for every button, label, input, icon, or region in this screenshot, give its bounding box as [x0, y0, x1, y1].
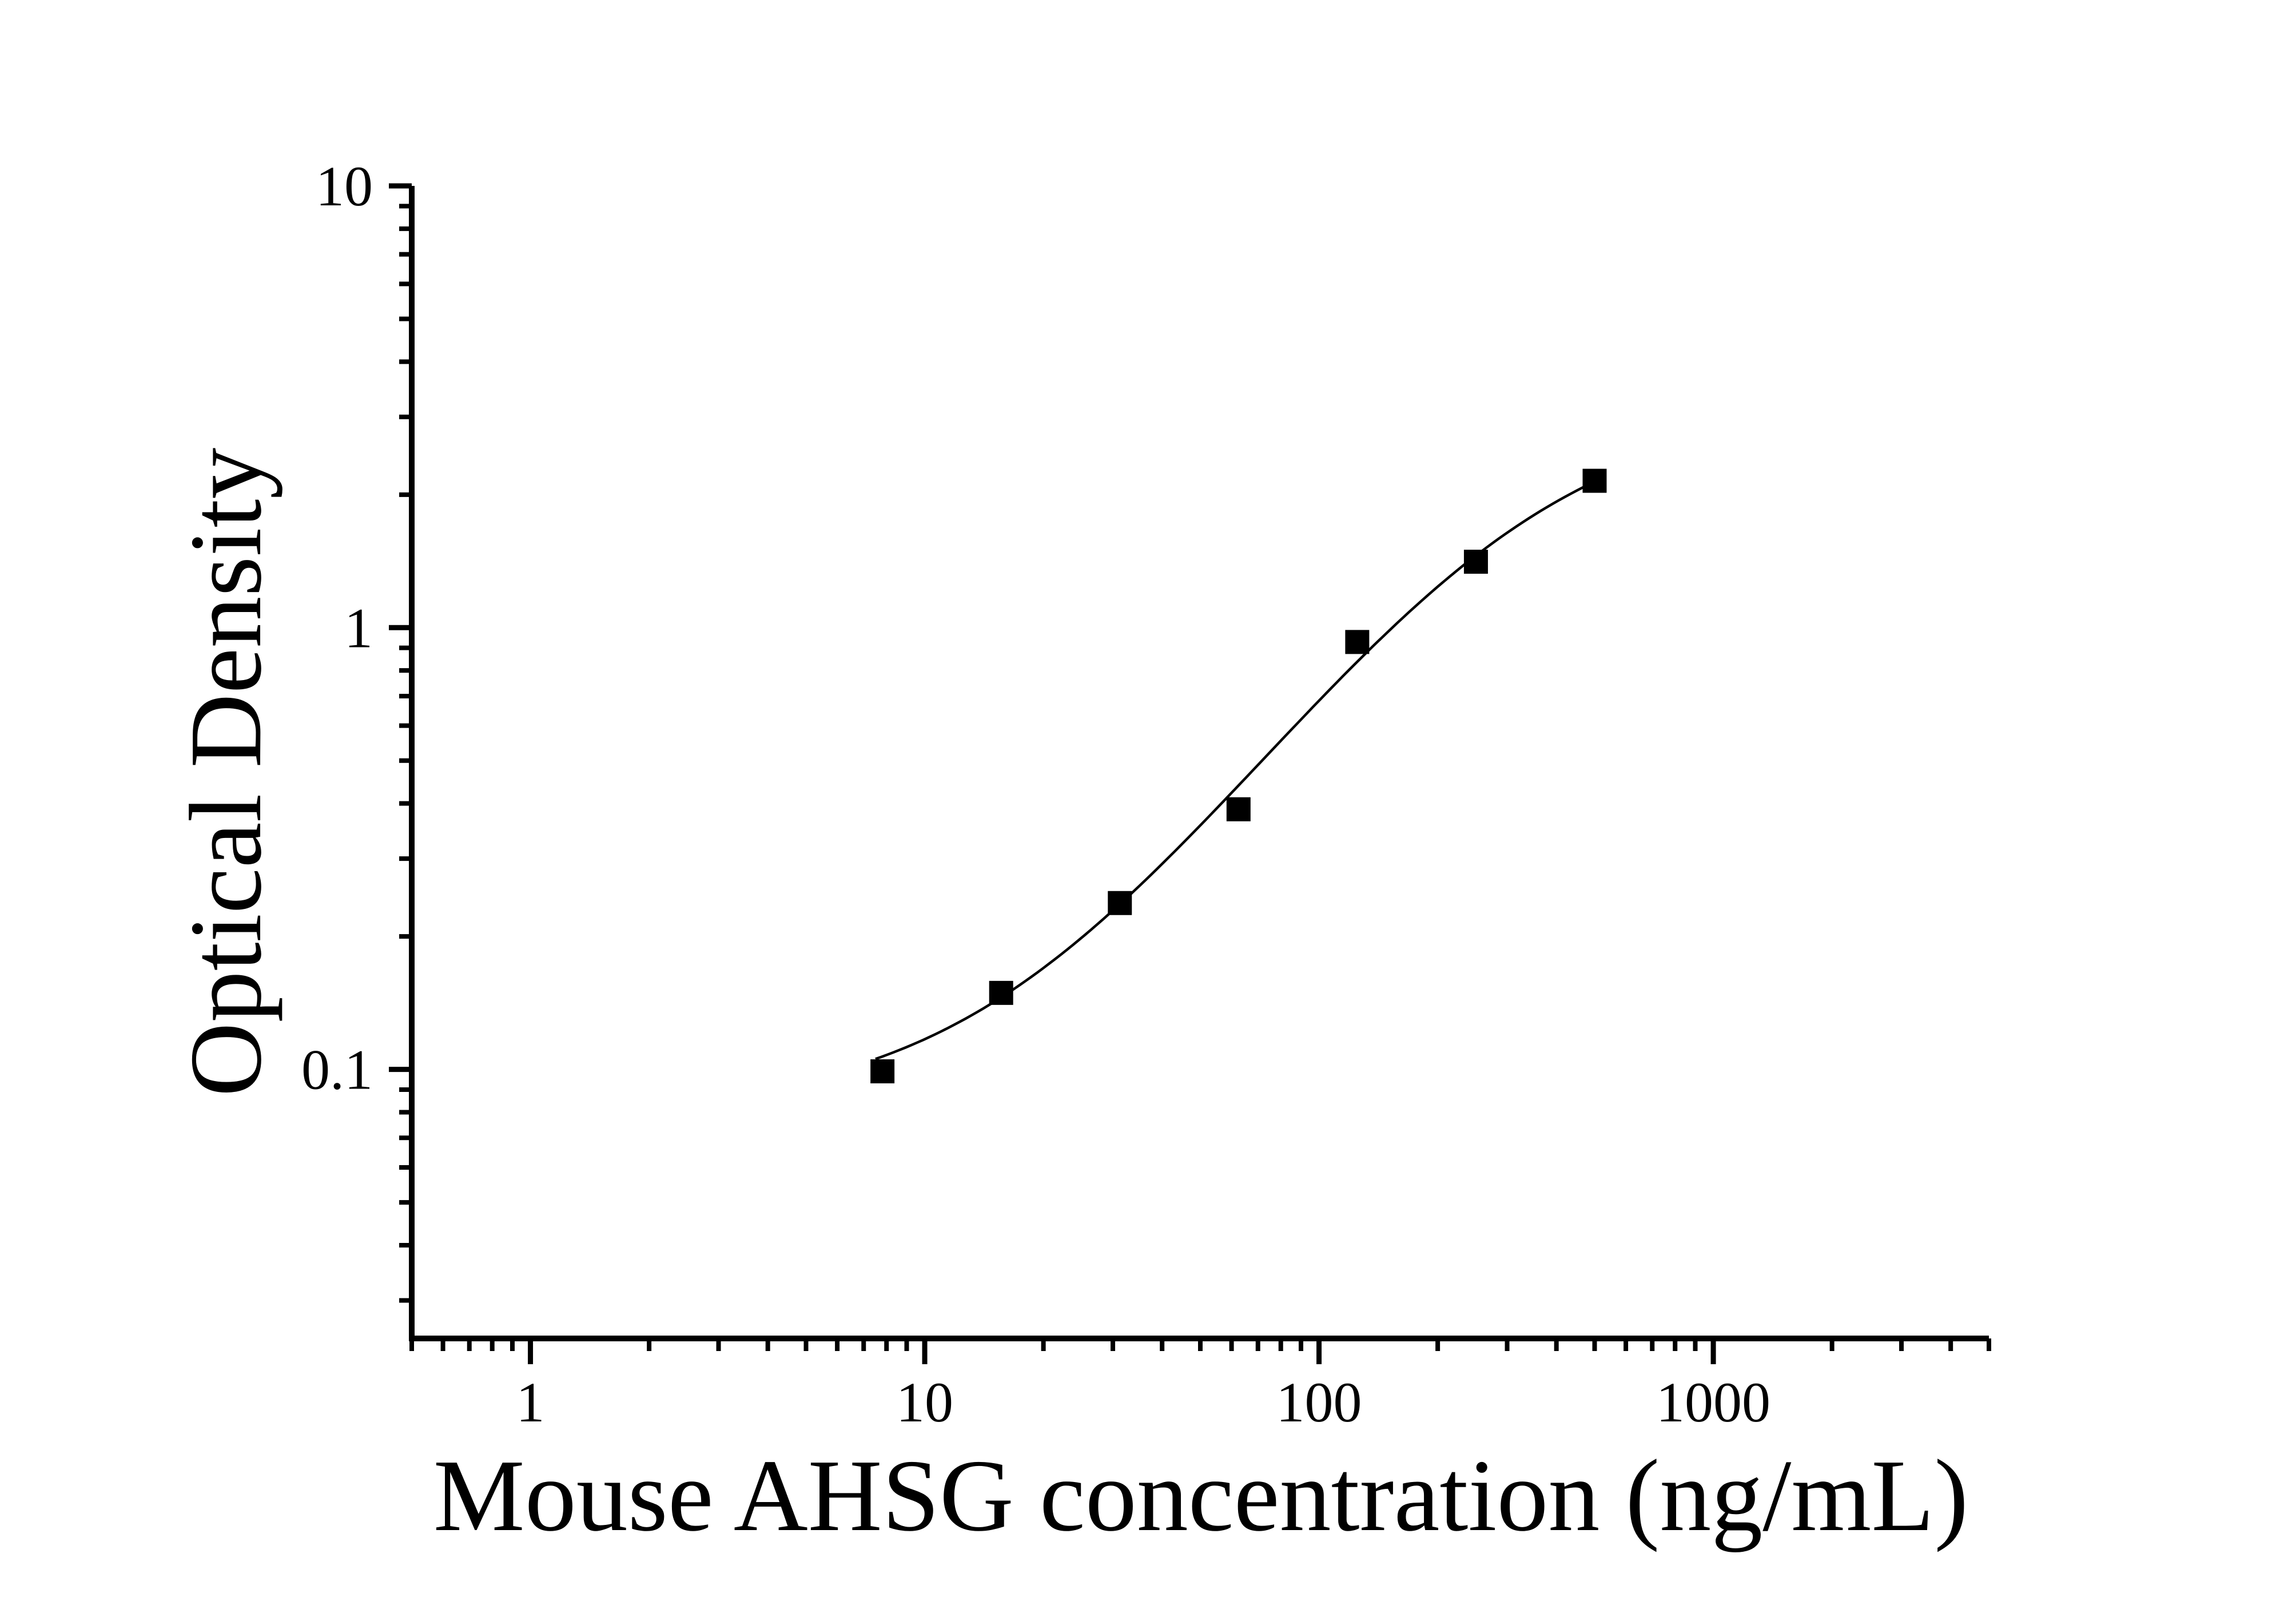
- y-tick-label: 1: [344, 596, 373, 660]
- y-tick-label: 10: [316, 154, 373, 218]
- x-tick-label: 10: [896, 1370, 953, 1434]
- y-axis-title: Optical Density: [169, 448, 282, 1097]
- data-point-marker: [1108, 891, 1132, 915]
- x-tick-label: 1000: [1656, 1370, 1770, 1434]
- data-point-marker: [1345, 630, 1370, 654]
- x-axis-title: Mouse AHSG concentration (ng/mL): [433, 1439, 1969, 1552]
- data-point-marker: [1463, 550, 1488, 574]
- data-point-marker: [1582, 468, 1607, 493]
- data-point-marker: [870, 1059, 895, 1083]
- x-tick-label: 100: [1276, 1370, 1362, 1434]
- y-tick-label: 0.1: [301, 1038, 373, 1102]
- x-tick-label: 1: [516, 1370, 545, 1434]
- data-point-marker: [989, 980, 1013, 1005]
- data-point-marker: [1226, 797, 1251, 821]
- axes-spines: [409, 186, 1989, 1341]
- plot-area: 1 10 100 1000 10 1 0.1: [301, 154, 1991, 1434]
